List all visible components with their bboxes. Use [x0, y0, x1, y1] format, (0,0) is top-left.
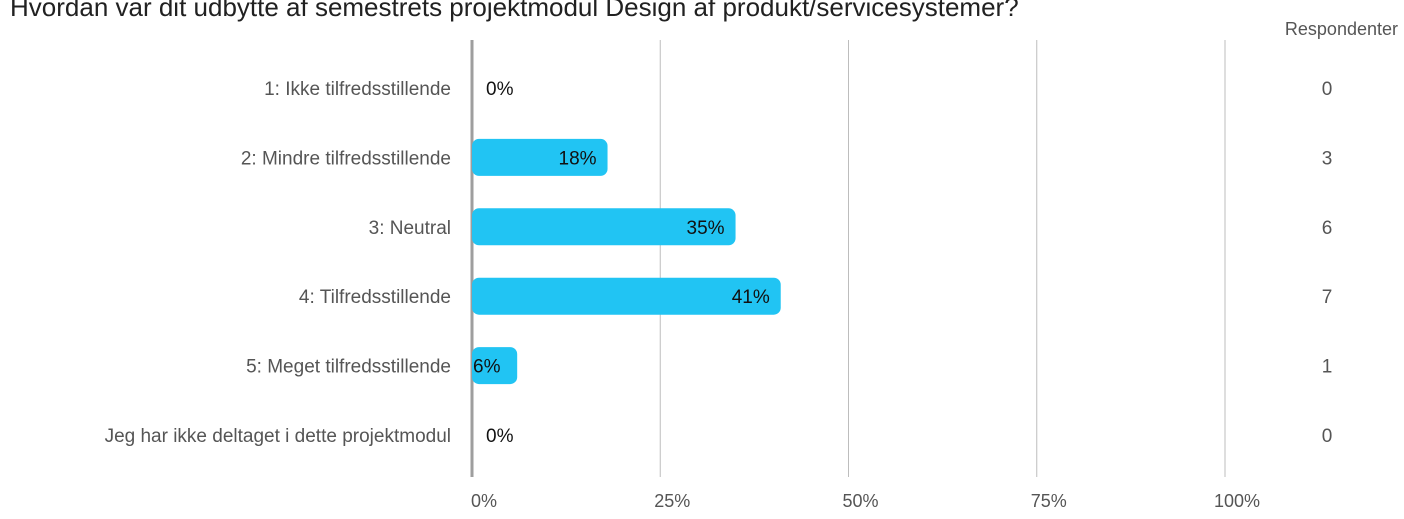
data-label: 41% [732, 287, 770, 308]
respondent-count: 1 [1322, 357, 1333, 378]
data-label: 35% [687, 218, 725, 239]
respondent-count: 0 [1322, 426, 1333, 447]
category-label: 4: Tilfredsstillende [299, 287, 451, 308]
bar [472, 347, 518, 385]
respondent-count: 6 [1322, 218, 1333, 239]
labels: 0% 25% 50% 75% 100%1: Ikke tilfredsstillende… [105, 79, 1333, 511]
bars [472, 138, 781, 385]
category-label: Jeg har ikke deltaget i dette projektmod… [105, 426, 451, 447]
data-label: 0% [486, 79, 514, 100]
x-tick-label: 25% [654, 491, 690, 511]
respondent-count: 3 [1322, 148, 1333, 169]
x-tick-label: 75% [1031, 491, 1067, 511]
category-label: 3: Neutral [369, 218, 451, 239]
category-label: 1: Ikke tilfredsstillende [264, 79, 451, 100]
data-label: 6% [473, 357, 501, 378]
x-tick-label: 0% [471, 491, 497, 511]
bar [472, 138, 608, 176]
respondent-count: 0 [1322, 79, 1333, 100]
x-tick-label: 50% [842, 491, 878, 511]
bar [472, 277, 781, 315]
gridlines [470, 40, 1226, 477]
data-label: 0% [486, 426, 514, 447]
category-label: 5: Meget tilfredsstillende [246, 357, 451, 378]
bar [472, 208, 736, 246]
data-label: 18% [559, 148, 597, 169]
x-tick-label: 100% [1214, 491, 1260, 511]
respondent-count: 7 [1322, 287, 1333, 308]
respondents-header: Respondenter [1285, 19, 1398, 39]
chart-title: Hvordan var dit udbytte af semestrets pr… [10, 0, 1019, 22]
category-label: 2: Mindre tilfredsstillende [241, 148, 451, 169]
